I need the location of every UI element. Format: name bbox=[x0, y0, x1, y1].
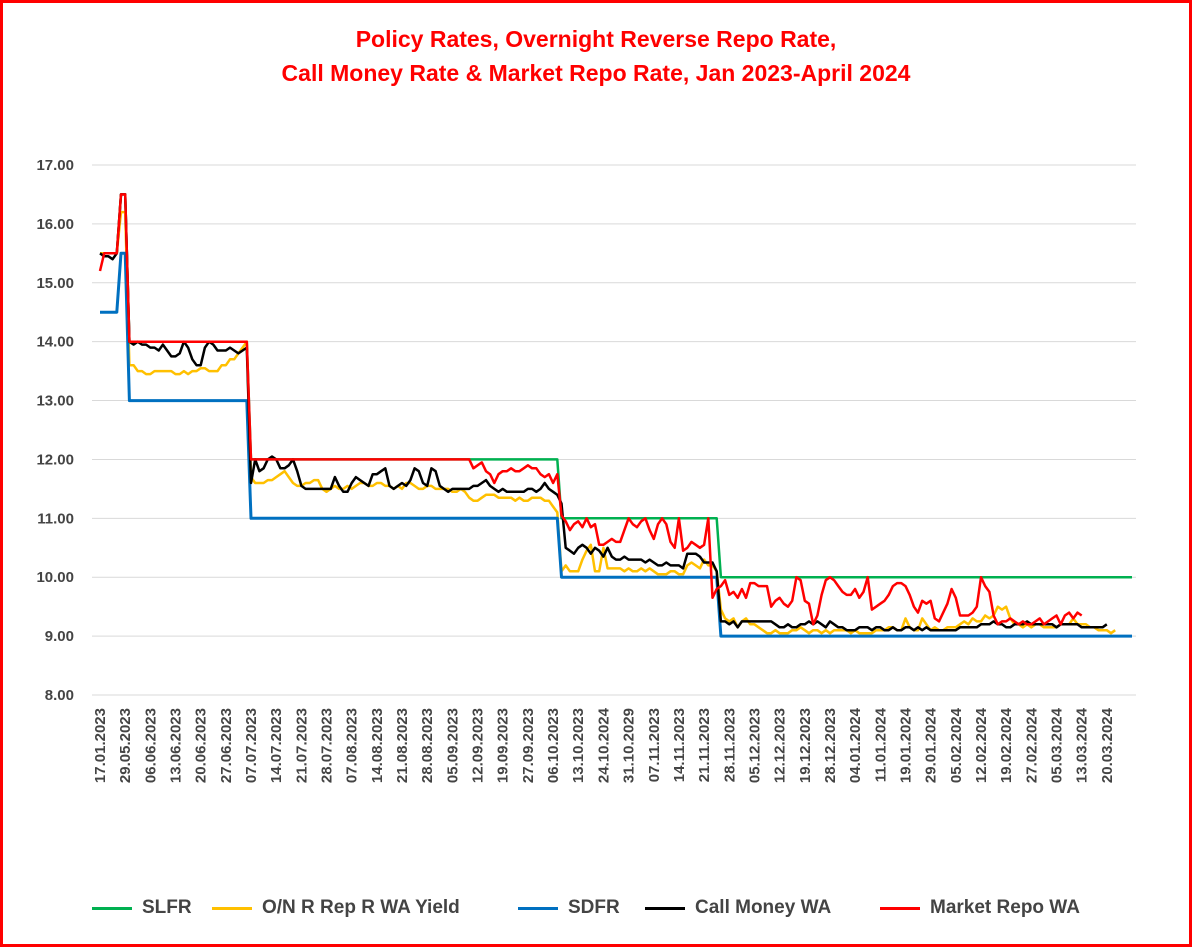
chart-title-line-2: Call Money Rate & Market Repo Rate, Jan … bbox=[281, 60, 911, 86]
y-tick-label: 17.00 bbox=[36, 157, 74, 174]
x-tick-label: 05.02.2024 bbox=[948, 707, 965, 783]
legend-label-sdfr: SDFR bbox=[568, 897, 620, 918]
x-tick-label: 04.01.2024 bbox=[847, 707, 864, 783]
legend-label-call-money-wa: Call Money WA bbox=[695, 897, 832, 918]
x-tick-label: 24.10.2024 bbox=[595, 707, 612, 783]
legend-swatch-slfr bbox=[92, 906, 132, 910]
x-tick-label: 28.08.2023 bbox=[419, 708, 436, 783]
x-tick-label: 06.06.2023 bbox=[142, 708, 159, 783]
legend-label-slfr: SLFR bbox=[142, 897, 192, 918]
y-tick-label: 8.00 bbox=[45, 687, 74, 704]
x-tick-label: 31.10.2029 bbox=[621, 708, 638, 783]
x-tick-label: 11.01.2024 bbox=[872, 707, 889, 782]
x-tick-label: 06.10.2023 bbox=[545, 708, 562, 783]
x-tick-label: 21.07.2023 bbox=[293, 708, 310, 783]
x-tick-label: 14.08.2023 bbox=[369, 708, 386, 783]
x-tick-label: 29.01.2024 bbox=[923, 707, 940, 783]
x-tick-label: 28.07.2023 bbox=[319, 708, 336, 783]
x-tick-label: 19.09.2023 bbox=[495, 708, 512, 783]
x-tick-label: 07.07.2023 bbox=[243, 708, 260, 783]
x-tick-label: 20.03.2024 bbox=[1099, 707, 1116, 783]
series-line-market-repo-wa bbox=[98, 193, 1083, 626]
y-tick-label: 10.00 bbox=[36, 569, 74, 586]
series-line-sdfr bbox=[100, 251, 1132, 638]
x-tick-label: 05.03.2024 bbox=[1049, 707, 1066, 783]
x-tick-label: 14.07.2023 bbox=[268, 708, 285, 783]
legend-swatch-sdfr bbox=[518, 906, 558, 910]
y-tick-label: 13.00 bbox=[36, 393, 74, 410]
x-tick-label: 27.02.2024 bbox=[1023, 707, 1040, 783]
series-line-o-n-r-rep-r-wa-yield bbox=[100, 210, 1116, 635]
y-tick-label: 12.00 bbox=[36, 451, 74, 468]
x-tick-label: 21.11.2023 bbox=[696, 708, 713, 782]
x-tick-label: 28.11.2023 bbox=[721, 708, 738, 782]
legend-swatch-market-repo-wa bbox=[880, 906, 920, 910]
legend-item-slfr: SLFR bbox=[92, 897, 192, 919]
x-tick-label: 13.06.2023 bbox=[168, 708, 185, 783]
x-tick-label: 07.08.2023 bbox=[344, 708, 361, 783]
x-tick-label: 05.09.2023 bbox=[444, 708, 461, 783]
x-tick-label: 05.12.2023 bbox=[746, 708, 763, 783]
x-tick-label: 27.06.2023 bbox=[218, 708, 235, 783]
x-tick-label: 13.03.2024 bbox=[1074, 707, 1091, 783]
x-tick-label: 20.06.2023 bbox=[193, 708, 210, 783]
x-tick-label: 21.08.2023 bbox=[394, 708, 411, 783]
y-tick-label: 16.00 bbox=[36, 216, 74, 233]
legend-item-sdfr: SDFR bbox=[518, 897, 620, 919]
x-tick-label: 19.12.2023 bbox=[797, 708, 814, 783]
x-tick-label: 19.01.2024 bbox=[898, 707, 915, 783]
x-tick-label: 07.11.2023 bbox=[646, 708, 663, 782]
chart-title: Policy Rates, Overnight Reverse Repo Rat… bbox=[0, 22, 1192, 90]
x-tick-label: 13.10.2023 bbox=[570, 708, 587, 783]
chart-legend: SLFR O/N R Rep R WA Yield SDFR Call Mone… bbox=[0, 897, 1192, 925]
legend-label-on-r-rep-r-wa-yield: O/N R Rep R WA Yield bbox=[262, 897, 460, 918]
legend-item-call-money-wa: Call Money WA bbox=[645, 897, 831, 919]
legend-item-market-repo-wa: Market Repo WA bbox=[880, 897, 1080, 919]
x-tick-label: 28.12.2023 bbox=[822, 708, 839, 783]
x-tick-label: 12.12.2023 bbox=[772, 708, 789, 783]
legend-label-market-repo-wa: Market Repo WA bbox=[930, 897, 1080, 918]
x-tick-label: 19.02.2024 bbox=[998, 707, 1015, 783]
x-tick-label: 29.05.2023 bbox=[117, 708, 134, 783]
y-tick-label: 15.00 bbox=[36, 275, 74, 292]
legend-swatch-on-r-rep-r-wa-yield bbox=[212, 906, 252, 910]
x-tick-label: 12.09.2023 bbox=[470, 708, 487, 783]
chart-title-line-1: Policy Rates, Overnight Reverse Repo Rat… bbox=[355, 26, 837, 52]
y-tick-label: 9.00 bbox=[45, 628, 74, 645]
x-tick-label: 14.11.2023 bbox=[671, 708, 688, 782]
legend-item-on-r-rep-r-wa-yield: O/N R Rep R WA Yield bbox=[212, 897, 460, 919]
series-line-call-money-wa bbox=[99, 193, 1108, 632]
legend-swatch-call-money-wa bbox=[645, 906, 685, 910]
y-tick-label: 11.00 bbox=[37, 510, 74, 527]
x-tick-label: 12.02.2024 bbox=[973, 707, 990, 783]
y-tick-label: 14.00 bbox=[36, 334, 74, 351]
x-tick-label: 17.01.2023 bbox=[92, 708, 109, 783]
x-tick-label: 27.09.2023 bbox=[520, 708, 537, 783]
